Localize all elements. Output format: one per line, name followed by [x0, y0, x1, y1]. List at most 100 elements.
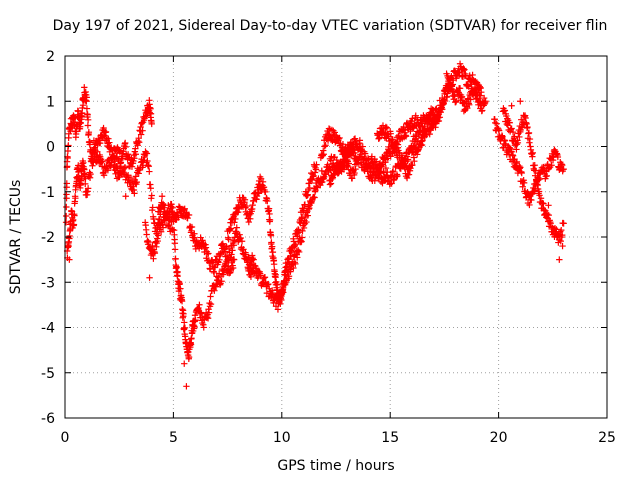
x-tick-label: 25 — [598, 430, 616, 446]
data-point — [327, 180, 335, 187]
data-point — [146, 274, 153, 281]
data-point — [356, 137, 364, 144]
data-point — [381, 134, 389, 141]
y-tick-label: -1 — [41, 185, 55, 201]
data-point — [536, 192, 543, 199]
data-point — [63, 212, 70, 220]
data-point — [471, 86, 479, 93]
data-point — [557, 228, 564, 235]
data-point — [71, 212, 78, 219]
data-point — [228, 251, 235, 258]
data-point — [245, 261, 253, 268]
data-point — [255, 190, 263, 197]
data-point — [143, 150, 151, 157]
y-tick-label: -6 — [41, 411, 55, 427]
data-point — [188, 223, 196, 231]
data-point — [147, 185, 154, 192]
data-point — [389, 136, 396, 143]
data-point — [174, 268, 181, 276]
data-point — [295, 248, 303, 256]
data-point — [419, 123, 426, 130]
data-point — [268, 239, 275, 246]
data-point — [178, 297, 186, 305]
data-point — [334, 170, 341, 177]
data-point — [110, 158, 118, 165]
data-point — [154, 237, 161, 245]
data-point — [361, 150, 369, 157]
data-point — [419, 137, 426, 144]
data-point — [402, 133, 410, 140]
data-point — [409, 161, 416, 169]
data-point — [151, 249, 159, 257]
data-point — [349, 142, 357, 150]
data-point — [445, 75, 453, 83]
data-point — [86, 139, 94, 146]
data-point — [290, 264, 297, 272]
data-point — [360, 156, 367, 163]
data-point — [64, 154, 71, 162]
data-point — [272, 292, 279, 299]
data-point — [145, 238, 152, 246]
data-point — [479, 107, 486, 114]
data-point — [79, 101, 87, 109]
data-point — [303, 218, 310, 226]
data-point — [132, 179, 139, 187]
data-point — [558, 226, 565, 234]
data-point — [388, 180, 395, 187]
data-point — [560, 165, 567, 173]
data-point — [478, 89, 485, 96]
data-point — [132, 173, 140, 180]
data-point — [66, 256, 73, 263]
data-point — [266, 216, 274, 224]
data-point — [227, 254, 234, 261]
data-point — [81, 166, 88, 173]
data-point — [495, 127, 503, 134]
data-point — [318, 167, 325, 175]
data-point — [506, 144, 513, 151]
data-point — [244, 257, 251, 264]
data-point — [554, 153, 562, 161]
data-point — [233, 224, 240, 231]
data-point — [301, 201, 309, 208]
data-point — [343, 146, 350, 153]
data-point — [132, 151, 140, 158]
data-point — [128, 163, 136, 170]
data-point — [249, 255, 256, 262]
data-point — [183, 383, 190, 390]
data-point — [207, 300, 215, 308]
data-point — [313, 161, 320, 168]
data-point — [325, 125, 333, 132]
data-point — [241, 196, 249, 203]
data-point — [456, 85, 464, 92]
data-point — [108, 144, 115, 151]
data-point — [237, 234, 244, 242]
data-point — [366, 165, 374, 173]
data-point — [558, 231, 566, 239]
data-point — [135, 139, 143, 146]
data-point — [127, 174, 135, 182]
data-point — [272, 271, 279, 279]
data-point — [238, 238, 246, 245]
data-point — [181, 324, 189, 332]
data-point — [532, 167, 539, 174]
data-point — [559, 242, 566, 250]
data-point — [104, 167, 112, 174]
data-point — [217, 249, 225, 257]
data-point — [516, 133, 523, 141]
data-point — [506, 119, 513, 126]
y-tick-label: 2 — [46, 49, 55, 65]
data-point — [137, 123, 144, 131]
data-point — [383, 124, 391, 131]
data-point — [185, 353, 193, 361]
data-point — [131, 190, 138, 197]
data-point — [181, 319, 188, 326]
grid-lines — [65, 56, 607, 418]
data-point — [375, 171, 382, 179]
data-point — [409, 115, 416, 122]
data-point — [339, 141, 347, 148]
data-point — [304, 212, 312, 219]
data-point — [204, 315, 212, 322]
data-point — [205, 309, 213, 316]
data-point — [229, 247, 236, 254]
